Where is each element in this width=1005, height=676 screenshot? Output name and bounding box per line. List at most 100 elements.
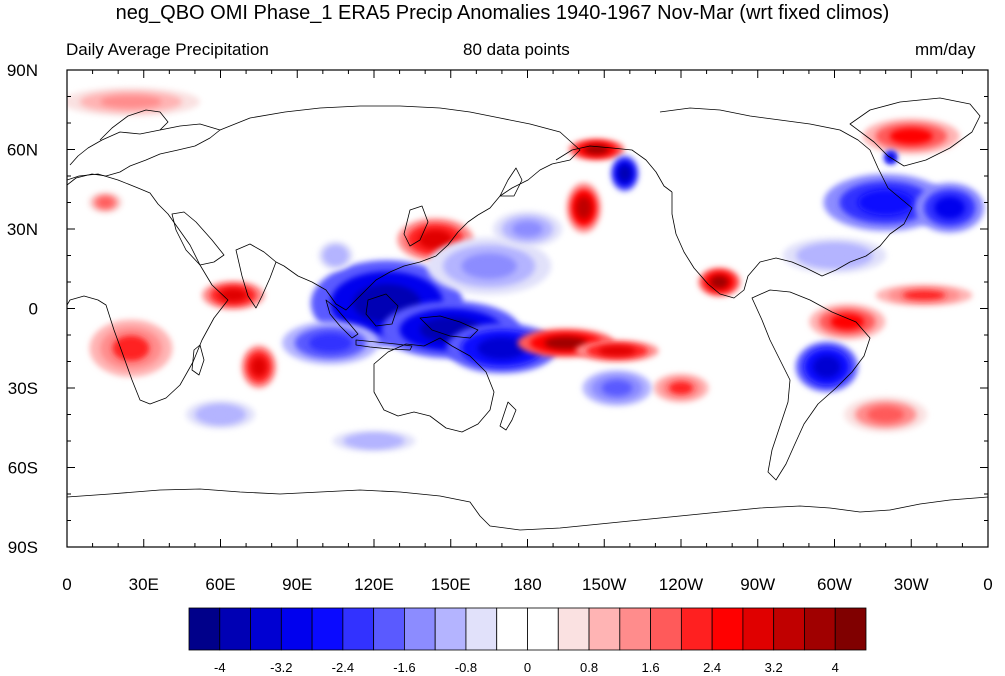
colorbar-box	[465, 607, 498, 651]
colorbar-box	[804, 607, 836, 651]
coast-sumatra	[325, 299, 359, 339]
anomaly-region	[575, 340, 659, 362]
colorbar-box	[250, 607, 282, 651]
coast-new-zealand	[499, 401, 517, 431]
anomaly-region	[88, 191, 123, 214]
anomaly-region	[610, 155, 639, 192]
anomaly-region	[282, 321, 379, 365]
anomaly-region	[698, 267, 741, 297]
colorbar-label: 2.4	[703, 660, 721, 675]
anomaly-region	[844, 396, 928, 433]
anomaly-region	[426, 237, 552, 295]
coast-madagascar	[191, 344, 205, 376]
lon-tick-label: 120E	[354, 575, 394, 594]
colorbar-box	[680, 607, 713, 651]
coast-java	[355, 339, 413, 351]
anomaly-region	[202, 280, 265, 310]
coast-antarctica	[67, 488, 988, 531]
lat-tick-label: 60N	[7, 141, 38, 160]
lon-tick-label: 60E	[205, 575, 235, 594]
lat-tick-label: 90N	[7, 61, 38, 80]
anomaly-region	[862, 118, 960, 155]
anomaly-region	[185, 400, 256, 429]
colorbar-box	[342, 607, 375, 651]
colorbar-box	[619, 607, 651, 651]
colorbar-box	[311, 607, 344, 651]
colorbar-box	[773, 607, 805, 651]
lon-tick-label: 90E	[282, 575, 312, 594]
lon-tick-label: 0	[983, 575, 992, 594]
coast-africa	[67, 173, 229, 405]
anomaly-region	[823, 173, 948, 232]
lon-tick-label: 30E	[129, 575, 159, 594]
colorbar-label: -0.8	[455, 660, 477, 675]
anomaly-region	[67, 87, 201, 117]
colorbar-box	[434, 607, 467, 651]
coast-south-america	[751, 289, 871, 481]
lon-tick-label: 90W	[740, 575, 775, 594]
colorbar-label: 1.6	[642, 660, 660, 675]
anomaly-region	[915, 182, 985, 233]
lon-tick-label: 180	[513, 575, 541, 594]
map-tick-marks	[66, 69, 989, 548]
anomaly-region	[318, 241, 353, 270]
colorbar-label: -1.6	[393, 660, 415, 675]
anomaly-region	[241, 345, 277, 389]
coast-arabia	[171, 211, 225, 266]
lon-tick-label: 150E	[431, 575, 471, 594]
coast-europe	[67, 123, 221, 186]
latitude-labels: 90N 60N 30N 0 30S 60S 90S	[7, 61, 38, 557]
lat-tick-label: 30S	[8, 379, 38, 398]
coast-north-america	[659, 107, 913, 299]
colorbar-label: 3.2	[765, 660, 783, 675]
map-plot-area	[67, 70, 988, 547]
colorbar-label: -3.2	[270, 660, 292, 675]
anomaly-region	[89, 319, 173, 377]
colorbar-box	[527, 607, 559, 651]
colorbar-box	[188, 607, 221, 651]
anomaly-region	[566, 182, 602, 233]
coast-japan	[403, 205, 429, 247]
subtitle-left: Daily Average Precipitation	[66, 40, 269, 59]
colorbar-box	[742, 607, 775, 651]
colorbar-label: -4	[214, 660, 226, 675]
colorbar-box	[557, 607, 590, 651]
anomaly-region	[875, 284, 973, 306]
lat-tick-label: 0	[29, 300, 38, 319]
colorbar-box	[404, 607, 436, 651]
coast-scandinavia	[99, 109, 169, 141]
colorbar-label: -2.4	[332, 660, 354, 675]
anomaly-region	[568, 138, 625, 161]
coast-india	[235, 243, 277, 309]
subtitle-center: 80 data points	[463, 40, 570, 59]
coast-greenland	[849, 97, 981, 167]
colorbar-box	[219, 607, 251, 651]
colorbar	[188, 607, 867, 651]
lat-tick-label: 90S	[8, 538, 38, 557]
longitude-labels: 0 30E 60E 90E 120E 150E 180 150W 120W 90W 60W 30W 0	[62, 575, 992, 594]
colorbar-box	[280, 607, 313, 651]
anomaly-region	[582, 370, 652, 406]
colorbar-label: 0	[524, 660, 531, 675]
anomaly-region	[492, 211, 563, 247]
coastlines	[67, 97, 988, 531]
lat-tick-label: 30N	[7, 220, 38, 239]
coast-kamchatka	[499, 167, 523, 197]
coast-australia	[373, 337, 495, 433]
anomaly-region	[653, 373, 709, 403]
coast-borneo	[365, 293, 399, 327]
coast-asia-north	[219, 105, 581, 216]
coast-east-asia	[275, 214, 479, 311]
anomaly-region	[782, 237, 887, 274]
plot-title: neg_QBO OMI Phase_1 ERA5 Precip Anomalie…	[115, 2, 890, 24]
colorbar-label: 0.8	[580, 660, 598, 675]
colorbar-box	[834, 607, 867, 651]
colorbar-label: 4	[832, 660, 839, 675]
colorbar-box	[588, 607, 621, 651]
lon-tick-label: 120W	[659, 575, 703, 594]
colorbar-box	[711, 607, 744, 651]
anomaly-region	[809, 303, 886, 340]
lon-tick-label: 60W	[817, 575, 852, 594]
anomaly-region	[332, 430, 416, 452]
